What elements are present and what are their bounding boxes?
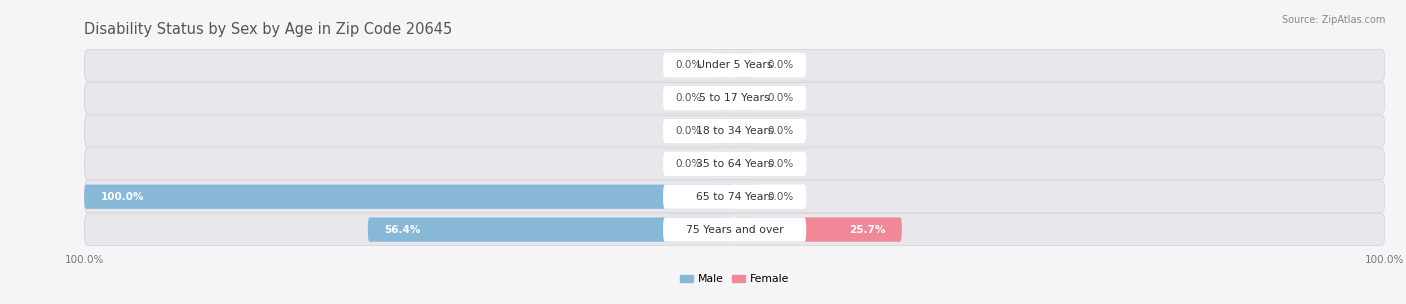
Text: Source: ZipAtlas.com: Source: ZipAtlas.com: [1281, 15, 1385, 25]
Text: 75 Years and over: 75 Years and over: [686, 225, 783, 235]
Text: 0.0%: 0.0%: [768, 126, 793, 136]
Text: 56.4%: 56.4%: [384, 225, 420, 235]
Legend: Male, Female: Male, Female: [676, 270, 793, 289]
FancyBboxPatch shape: [84, 214, 1385, 245]
FancyBboxPatch shape: [734, 86, 758, 110]
FancyBboxPatch shape: [711, 86, 735, 110]
FancyBboxPatch shape: [84, 82, 1385, 114]
Text: 0.0%: 0.0%: [768, 192, 793, 202]
Text: 0.0%: 0.0%: [676, 60, 702, 70]
FancyBboxPatch shape: [84, 181, 1385, 212]
FancyBboxPatch shape: [84, 148, 1385, 180]
FancyBboxPatch shape: [734, 53, 758, 78]
Text: Disability Status by Sex by Age in Zip Code 20645: Disability Status by Sex by Age in Zip C…: [84, 22, 453, 37]
FancyBboxPatch shape: [84, 185, 735, 209]
FancyBboxPatch shape: [368, 217, 735, 242]
FancyBboxPatch shape: [711, 53, 735, 78]
Text: 0.0%: 0.0%: [768, 159, 793, 169]
FancyBboxPatch shape: [664, 53, 806, 78]
Text: 25.7%: 25.7%: [849, 225, 886, 235]
Text: 0.0%: 0.0%: [676, 126, 702, 136]
FancyBboxPatch shape: [664, 119, 806, 143]
FancyBboxPatch shape: [734, 152, 758, 176]
Text: 65 to 74 Years: 65 to 74 Years: [696, 192, 773, 202]
FancyBboxPatch shape: [734, 119, 758, 143]
FancyBboxPatch shape: [664, 217, 806, 242]
FancyBboxPatch shape: [84, 115, 1385, 147]
Text: 0.0%: 0.0%: [676, 93, 702, 103]
Text: 18 to 34 Years: 18 to 34 Years: [696, 126, 773, 136]
FancyBboxPatch shape: [734, 217, 901, 242]
Text: 0.0%: 0.0%: [676, 159, 702, 169]
Text: 0.0%: 0.0%: [768, 60, 793, 70]
FancyBboxPatch shape: [84, 50, 1385, 81]
Text: 100.0%: 100.0%: [101, 192, 145, 202]
Text: Under 5 Years: Under 5 Years: [697, 60, 772, 70]
FancyBboxPatch shape: [734, 185, 758, 209]
FancyBboxPatch shape: [664, 185, 806, 209]
Text: 5 to 17 Years: 5 to 17 Years: [699, 93, 770, 103]
FancyBboxPatch shape: [664, 152, 806, 176]
Text: 0.0%: 0.0%: [768, 93, 793, 103]
FancyBboxPatch shape: [711, 119, 735, 143]
Text: 35 to 64 Years: 35 to 64 Years: [696, 159, 773, 169]
FancyBboxPatch shape: [711, 152, 735, 176]
FancyBboxPatch shape: [664, 86, 806, 110]
